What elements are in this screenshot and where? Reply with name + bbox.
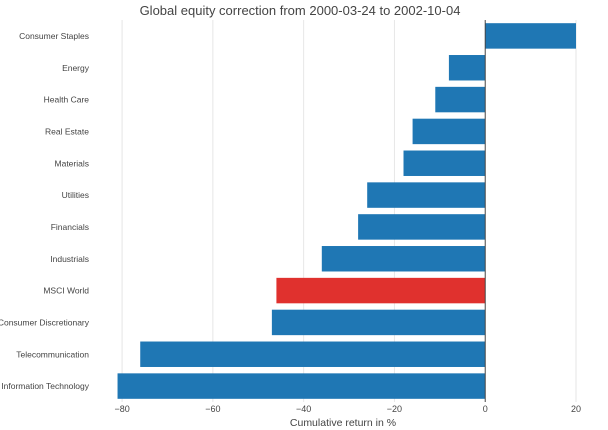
bar-3 bbox=[412, 118, 486, 145]
category-label-2: Health Care bbox=[44, 95, 90, 105]
category-label-9: Consumer Discretionary bbox=[0, 317, 90, 327]
category-label-7: Industrials bbox=[50, 254, 89, 264]
category-label-1: Energy bbox=[62, 63, 90, 73]
bars bbox=[117, 23, 576, 399]
bar-5 bbox=[367, 182, 486, 208]
bar-10 bbox=[140, 341, 486, 367]
category-label-3: Real Estate bbox=[45, 126, 89, 136]
bar-9 bbox=[271, 309, 486, 336]
x-tick-label-0: −80 bbox=[114, 404, 129, 414]
category-label-0: Consumer Staples bbox=[19, 31, 89, 41]
category-label-6: Financials bbox=[51, 222, 89, 232]
bar-11 bbox=[117, 373, 486, 399]
x-tick-label-2: −40 bbox=[296, 404, 311, 414]
bar-4 bbox=[403, 150, 486, 176]
x-tick-label-3: −20 bbox=[387, 404, 402, 414]
category-label-5: Utilities bbox=[62, 190, 89, 200]
category-labels: Consumer Staples Energy Health Care Real Es… bbox=[0, 31, 90, 391]
category-label-10: Telecommunication bbox=[16, 349, 89, 359]
x-tick-labels: −80 −60 −40 −20 0 20 bbox=[114, 404, 581, 414]
category-label-8: MSCI World bbox=[43, 286, 89, 296]
bar-1 bbox=[448, 55, 486, 81]
category-label-4: Materials bbox=[55, 158, 89, 168]
x-axis-title: Cumulative return in % bbox=[290, 417, 396, 429]
x-tick-label-1: −60 bbox=[205, 404, 220, 414]
bar-6 bbox=[358, 214, 486, 240]
bar-7 bbox=[321, 246, 486, 272]
category-label-11: Information Technology bbox=[1, 381, 89, 391]
bar-8 bbox=[276, 277, 486, 304]
bar-2 bbox=[435, 86, 486, 113]
bar-0 bbox=[485, 23, 576, 49]
x-tick-label-5: 20 bbox=[571, 404, 581, 414]
chart-title: Global equity correction from 2000-03-24… bbox=[140, 3, 461, 18]
gridlines bbox=[121, 20, 577, 402]
x-tick-label-4: 0 bbox=[483, 404, 488, 414]
